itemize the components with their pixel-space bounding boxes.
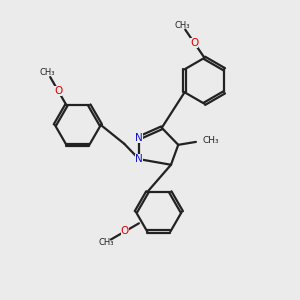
- Text: N: N: [135, 154, 143, 164]
- Text: CH₃: CH₃: [40, 68, 55, 77]
- Text: O: O: [121, 226, 129, 236]
- Text: CH₃: CH₃: [202, 136, 219, 145]
- Text: CH₃: CH₃: [175, 21, 190, 30]
- Text: O: O: [190, 38, 199, 48]
- Text: N: N: [135, 133, 143, 143]
- Text: CH₃: CH₃: [99, 238, 114, 247]
- Text: O: O: [54, 86, 62, 96]
